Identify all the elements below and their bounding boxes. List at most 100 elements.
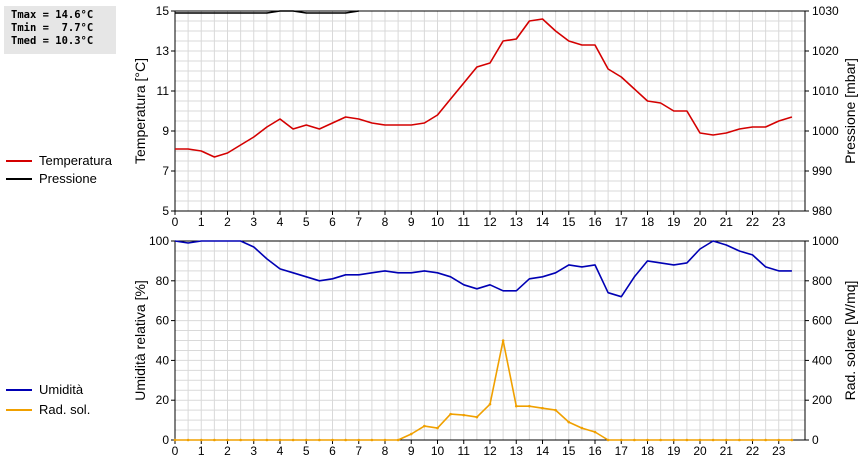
top-y2-tick-label: 1030 <box>812 4 839 18</box>
bottom-point-rad-sol <box>436 426 439 430</box>
top-x-tick-label: 13 <box>510 215 524 229</box>
bottom-x-tick-label: 4 <box>277 444 284 458</box>
legend-label-radsol: Rad. sol. <box>39 402 91 417</box>
bottom-x-tick-label: 12 <box>483 444 497 458</box>
top-x-tick-label: 20 <box>693 215 707 229</box>
bottom-point-rad-sol <box>764 438 767 442</box>
bottom-point-rad-sol <box>199 438 203 442</box>
bottom-point-rad-sol <box>724 438 728 442</box>
top-series-pressione <box>175 10 359 14</box>
top-x-tick-label: 6 <box>329 215 336 229</box>
bottom-point-rad-sol <box>331 438 334 442</box>
bottom-series-umidit <box>174 240 792 298</box>
bottom-point-rad-sol <box>173 438 177 442</box>
top-y2-tick-label: 1000 <box>812 124 839 138</box>
bottom-y2-tick-label: 200 <box>812 393 832 407</box>
bottom-x-tick-label: 15 <box>562 444 576 458</box>
bottom-y2-tick-label: 0 <box>812 433 819 447</box>
bottom-point-rad-sol <box>318 438 321 442</box>
bottom-x-tick-label: 1 <box>198 444 205 458</box>
top-y-tick-label: 11 <box>157 84 170 98</box>
bottom-point-rad-sol <box>738 438 741 442</box>
bottom-y-tick-label: 40 <box>156 353 170 367</box>
bottom-x-tick-label: 20 <box>693 444 707 458</box>
top-y2-tick-label: 990 <box>812 164 832 178</box>
bottom-y2-tick-label: 600 <box>812 314 832 328</box>
top-x-tick-label: 16 <box>588 215 602 229</box>
top-y2-tick-label: 1020 <box>812 44 839 58</box>
top-x-tick-label: 7 <box>355 215 362 229</box>
bottom-x-tick-label: 8 <box>382 444 389 458</box>
bottom-point-rad-sol <box>265 438 269 442</box>
bottom-y-axis-label: Umidità relativa [%] <box>132 280 148 401</box>
top-x-tick-label: 22 <box>746 215 760 229</box>
top-y-tick-label: 13 <box>156 44 170 58</box>
bottom-point-rad-sol <box>580 426 584 430</box>
legend-item-radsol: Rad. sol. <box>6 402 90 417</box>
bottom-x-tick-label: 6 <box>329 444 336 458</box>
bottom-point-rad-sol <box>252 438 256 442</box>
top-y2-tick-label: 980 <box>812 204 832 218</box>
legend-item-temperatura: Temperatura <box>6 153 112 168</box>
bottom-x-tick-label: 0 <box>172 444 179 458</box>
top-x-tick-label: 23 <box>772 215 786 229</box>
bottom-point-rad-sol <box>239 438 242 442</box>
bottom-point-rad-sol <box>344 438 347 442</box>
bottom-x-tick-label: 5 <box>303 444 310 458</box>
bottom-y-tick-label: 0 <box>162 433 169 447</box>
legend-label-umidita: Umidità <box>39 382 84 397</box>
bottom-point-rad-sol <box>751 438 754 442</box>
top-x-tick-label: 17 <box>615 215 629 229</box>
top-x-tick-label: 5 <box>303 215 310 229</box>
bottom-point-rad-sol <box>646 438 649 442</box>
bottom-point-rad-sol <box>514 404 518 408</box>
bottom-point-rad-sol <box>186 438 190 442</box>
tmin-label: Tmin = 7.7°C <box>11 22 94 34</box>
bottom-point-rad-sol <box>777 438 781 442</box>
stats-box: Tmax = 14.6°C Tmin = 7.7°C Tmed = 10.3°C <box>4 6 116 54</box>
bottom-x-tick-label: 18 <box>641 444 655 458</box>
bottom-point-rad-sol <box>462 413 466 417</box>
bottom-point-rad-sol <box>672 438 676 442</box>
bottom-y2-tick-label: 800 <box>812 274 832 288</box>
top-x-tick-label: 2 <box>224 215 231 229</box>
legend-swatch-radsol <box>6 408 32 411</box>
top-y-tick-label: 9 <box>162 124 169 138</box>
bottom-point-rad-sol <box>790 438 794 442</box>
bottom-y2-tick-label: 1000 <box>812 234 839 248</box>
bottom-point-rad-sol <box>541 406 544 410</box>
bottom-point-rad-sol <box>213 438 216 442</box>
bottom-point-rad-sol <box>698 438 702 442</box>
top-x-tick-label: 18 <box>641 215 655 229</box>
top-y2-tick-label: 1010 <box>812 84 839 98</box>
bottom-point-rad-sol <box>475 415 479 419</box>
top-x-tick-label: 11 <box>458 215 471 229</box>
legend-label-pressione: Pressione <box>39 171 97 186</box>
bottom-point-rad-sol <box>659 438 662 442</box>
bottom-point-rad-sol <box>593 430 597 434</box>
bottom-point-rad-sol <box>383 438 387 442</box>
bottom-point-rad-sol <box>278 438 282 442</box>
bottom-x-tick-label: 13 <box>510 444 524 458</box>
bottom-point-rad-sol <box>606 438 610 442</box>
bottom-x-tick-label: 7 <box>355 444 362 458</box>
bottom-x-tick-label: 22 <box>746 444 760 458</box>
top-x-tick-label: 15 <box>562 215 576 229</box>
top-y-tick-label: 5 <box>162 204 169 218</box>
bottom-point-rad-sol <box>488 402 492 406</box>
bottom-point-rad-sol <box>619 438 623 442</box>
top-y-tick-label: 7 <box>162 164 169 178</box>
bottom-x-tick-label: 9 <box>408 444 415 458</box>
bottom-x-tick-label: 14 <box>536 444 550 458</box>
top-x-tick-label: 3 <box>250 215 257 229</box>
top-y-tick-label: 15 <box>156 4 170 18</box>
bottom-point-rad-sol <box>554 408 557 412</box>
bottom-series-rad-sol <box>175 339 792 441</box>
bottom-point-rad-sol <box>567 420 571 424</box>
bottom-point-rad-sol <box>357 438 361 442</box>
bottom-x-tick-label: 21 <box>720 444 734 458</box>
top-y-axis-label: Temperatura [°C] <box>132 58 148 164</box>
legend-item-pressione: Pressione <box>6 171 97 186</box>
bottom-x-tick-label: 3 <box>250 444 257 458</box>
